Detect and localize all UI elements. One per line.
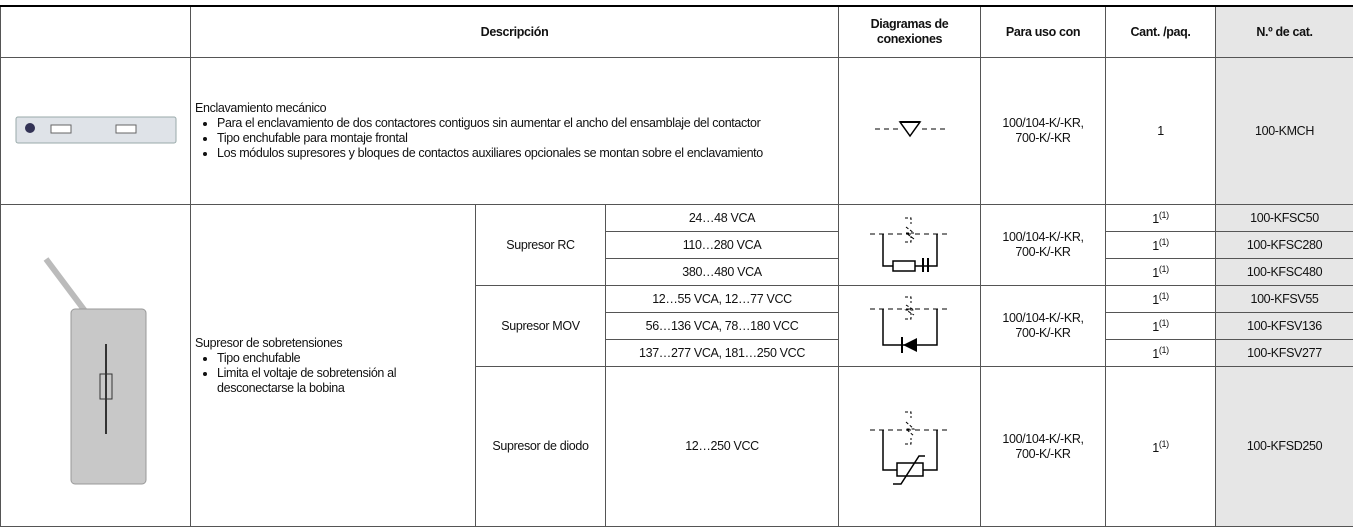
qty: 1 bbox=[1152, 441, 1159, 456]
use-with-cell: 100/104-K/-KR, 700-K/-KR bbox=[980, 204, 1107, 286]
description-cell: Enclavamiento mecánicoPara el enclavamie… bbox=[189, 57, 840, 205]
qty: 1 bbox=[1152, 266, 1159, 281]
qty: 1 bbox=[1152, 212, 1159, 227]
voltage-cell: 12…55 VCA, 12…77 VCC bbox=[604, 285, 840, 313]
footnote-ref: (1) bbox=[1158, 345, 1169, 356]
image-cell bbox=[0, 204, 191, 527]
cat-cell: 100-KMCH bbox=[1215, 57, 1353, 205]
footnote-ref: (1) bbox=[1158, 438, 1169, 449]
header-row: Descripción Diagramas de conexiones Para u… bbox=[0, 6, 1353, 58]
qty-cell: 1(1) bbox=[1105, 231, 1217, 259]
use-with-line: 700-K/-KR bbox=[1015, 245, 1071, 259]
qty-cell: 1(1) bbox=[1105, 285, 1217, 313]
voltage-cell: 380…480 VCA bbox=[604, 258, 840, 286]
bullet-list: Para el enclavamiento de dos contactores… bbox=[195, 116, 834, 161]
use-with-cell: 100/104-K/-KR, 700-K/-KR bbox=[980, 285, 1107, 367]
description-title: Supresor de sobretensiones bbox=[195, 335, 343, 350]
use-with-line: 700-K/-KR bbox=[1015, 446, 1071, 461]
use-with-line: 100/104-K/-KR, bbox=[1002, 311, 1084, 325]
qty-cell: 1(1) bbox=[1105, 339, 1217, 367]
qty: 1 bbox=[1152, 320, 1159, 335]
product-table: Descripción Diagramas de conexiones Para u… bbox=[0, 5, 1353, 527]
diagram-cell bbox=[838, 204, 982, 286]
voltage-cell: 24…48 VCA bbox=[604, 204, 840, 232]
footnote-ref: (1) bbox=[1158, 291, 1169, 302]
product-row: Supresor de diodo 12…250 VCC 100/104-K/-KR… bbox=[1, 366, 1353, 527]
cat-cell: 100-KFSV277 bbox=[1215, 339, 1353, 367]
use-with-line: 700-K/-KR bbox=[1015, 131, 1071, 145]
header-cell: Descripción bbox=[189, 6, 840, 58]
image-cell bbox=[0, 57, 191, 205]
footnote-ref: (1) bbox=[1158, 318, 1169, 329]
product-row: 56…136 VCA, 78…180 VCC 1(1) 100-KFSV136 bbox=[1, 312, 1353, 340]
group-name-cell: Supresor MOV bbox=[475, 285, 606, 367]
description-title: Enclavamiento mecánico bbox=[195, 101, 327, 115]
footnote-ref: (1) bbox=[1158, 210, 1169, 221]
cat-cell: 100-KFSC480 bbox=[1215, 258, 1353, 286]
bullet: Los módulos supresores y bloques de cont… bbox=[217, 146, 834, 161]
product-row: 110…280 VCA 1(1) 100-KFSC280 bbox=[1, 231, 1353, 259]
cat-cell: 100-KFSD250 bbox=[1215, 366, 1353, 527]
cat-cell: 100-KFSV55 bbox=[1215, 285, 1353, 313]
qty: 1 bbox=[1152, 293, 1159, 308]
bullet: Tipo enchufable para montaje frontal bbox=[217, 131, 834, 146]
product-row: 137…277 VCA, 181…250 VCC 1(1) 100-KFSV277 bbox=[1, 339, 1353, 367]
header-cell: Para uso con bbox=[980, 6, 1107, 58]
description-cell: Supresor de sobretensionesTipo enchufabl… bbox=[190, 204, 476, 527]
use-with-cell: 100/104-K/-KR, 700-K/-KR bbox=[980, 366, 1107, 527]
header-cell bbox=[0, 6, 191, 58]
product-row: Supresor de sobretensionesTipo enchufabl… bbox=[0, 204, 1353, 527]
voltage-cell: 12…250 VCC bbox=[604, 366, 840, 527]
bullet: Limita el voltaje de sobretensión al des… bbox=[217, 366, 447, 396]
footnote-ref: (1) bbox=[1158, 264, 1169, 275]
connection-diagram bbox=[843, 117, 976, 145]
voltage-cell: 56…136 VCA, 78…180 VCC bbox=[604, 312, 840, 340]
voltage-cell: 137…277 VCA, 181…250 VCC bbox=[604, 339, 840, 367]
connection-diagram bbox=[843, 212, 976, 278]
qty: 1 bbox=[1152, 347, 1159, 362]
bullet: Para el enclavamiento de dos contactores… bbox=[217, 116, 834, 131]
suppressor-image bbox=[5, 234, 186, 498]
group-name-cell: Supresor RC bbox=[475, 204, 606, 286]
connection-diagram bbox=[843, 293, 976, 359]
diagram-cell bbox=[838, 366, 982, 527]
qty-cell: 1(1) bbox=[1105, 312, 1217, 340]
cat-cell: 100-KFSC280 bbox=[1215, 231, 1353, 259]
footnote-ref: (1) bbox=[1158, 237, 1169, 248]
qty-cell: 1(1) bbox=[1105, 204, 1217, 232]
product-row: Supresor MOV 12…55 VCA, 12…77 VCC 100/104-… bbox=[1, 285, 1353, 367]
cat-cell: 100-KFSC50 bbox=[1215, 204, 1353, 232]
use-with-line: 100/104-K/-KR, bbox=[1002, 431, 1084, 446]
qty: 1 bbox=[1152, 239, 1159, 254]
voltage-cell: 110…280 VCA bbox=[604, 231, 840, 259]
qty-cell: 1(1) bbox=[1105, 258, 1217, 286]
qty-cell: 1 bbox=[1105, 57, 1217, 205]
use-with-line: 100/104-K/-KR, bbox=[1002, 230, 1084, 244]
connection-diagram bbox=[843, 400, 976, 494]
product-row: Enclavamiento mecánicoPara el enclavamie… bbox=[0, 57, 1353, 205]
header-cell: Diagramas de conexiones bbox=[838, 6, 982, 58]
header-cell: Cant. /paq. bbox=[1105, 6, 1217, 58]
cat-cell: 100-KFSV136 bbox=[1215, 312, 1353, 340]
header-cell: N.º de cat. bbox=[1215, 6, 1353, 58]
interlock-image bbox=[5, 109, 186, 153]
use-with-line: 100/104-K/-KR, bbox=[1002, 116, 1084, 130]
bullet-list: Tipo enchufableLimita el voltaje de sobr… bbox=[195, 351, 447, 396]
qty-cell: 1(1) bbox=[1105, 366, 1217, 527]
use-with-line: 700-K/-KR bbox=[1015, 326, 1071, 340]
diagram-cell bbox=[838, 285, 982, 367]
diagram-cell bbox=[838, 57, 982, 205]
use-with-cell: 100/104-K/-KR, 700-K/-KR bbox=[980, 57, 1107, 205]
group-name-cell: Supresor de diodo bbox=[475, 366, 606, 527]
bullet: Tipo enchufable bbox=[217, 351, 447, 366]
